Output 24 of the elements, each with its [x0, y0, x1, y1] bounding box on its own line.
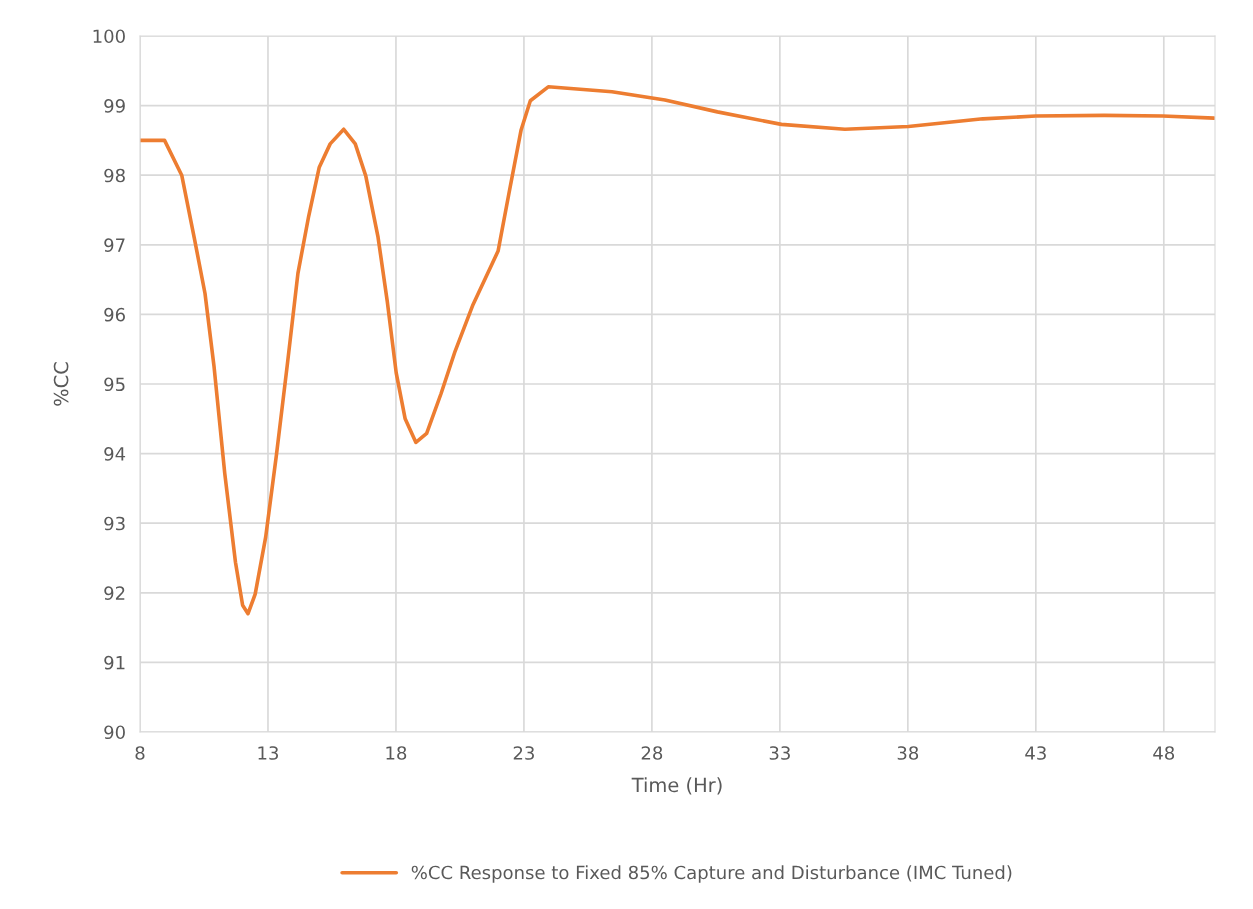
legend-label: %CC Response to Fixed 85% Capture and Disturbance (IMC Tuned)	[411, 865, 1012, 883]
y-tick-label: 100	[93, 29, 125, 44]
y-tick-label: 90	[104, 725, 125, 740]
x-tick-label: 23	[513, 746, 534, 760]
x-tick-label: 28	[641, 746, 663, 760]
y-tick-label: 93	[104, 516, 125, 531]
x-axis-title: Time (Hr)	[631, 777, 722, 795]
y-tick-label: 94	[104, 447, 126, 461]
y-tick-label: 91	[104, 655, 125, 670]
y-tick-label: 92	[104, 586, 125, 600]
y-tick-label: 97	[104, 238, 125, 252]
x-tick-label: 13	[258, 746, 279, 760]
x-tick-label: 38	[897, 746, 919, 760]
x-tick-label: 8	[135, 746, 145, 760]
y-tick-label: 99	[104, 99, 125, 113]
x-tick-label: 18	[386, 746, 407, 760]
x-tick-label: 33	[769, 746, 790, 760]
x-tick-label: 43	[1025, 746, 1046, 760]
x-tick-label: 48	[1153, 746, 1175, 760]
y-tick-label: 95	[104, 377, 125, 392]
y-axis-title: %CC	[53, 362, 69, 406]
y-tick-label: 98	[104, 168, 125, 183]
y-tick-label: 96	[104, 307, 125, 322]
line-series	[140, 85, 1215, 616]
